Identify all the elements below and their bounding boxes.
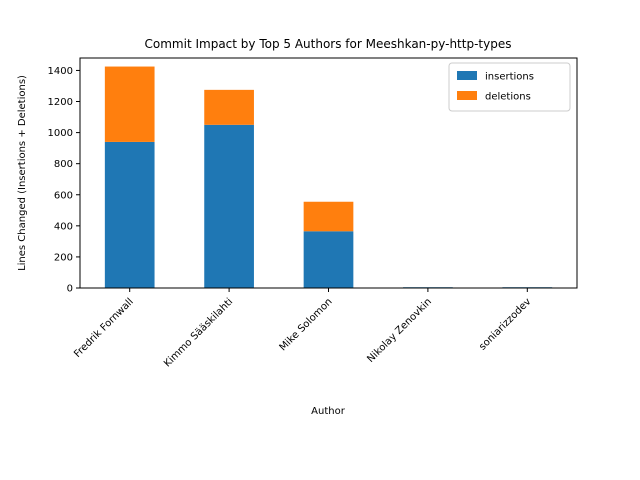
y-axis: 0 200 400 600 800 1000 1200 1400 (48, 66, 80, 295)
x-tick-label-4: soniarizzodev (477, 296, 533, 352)
legend-box (448, 62, 571, 112)
y-tick-label-0: 0 (67, 284, 73, 295)
x-tick-label-0: Fredrik Fornwall (72, 296, 136, 360)
bar-insertions-1 (204, 124, 254, 288)
chart-title: Commit Impact by Top 5 Authors for Meesh… (145, 37, 512, 51)
legend-label-deletions: deletions (485, 92, 531, 103)
legend-swatch-deletions (457, 91, 477, 100)
bar-insertions-0 (104, 141, 155, 288)
x-tick-label-2: Mike Solomon (278, 296, 335, 353)
legend-swatch-insertions (457, 71, 477, 80)
legend: insertions deletions (448, 62, 571, 112)
bar-deletions-0 (104, 66, 155, 142)
y-tick-label-6: 1200 (48, 97, 73, 108)
bar-deletions-2 (303, 201, 354, 232)
legend-label-insertions: insertions (485, 72, 534, 83)
x-axis: Fredrik Fornwall Kimmo Sääskilahti Mike So… (72, 288, 533, 369)
x-tick-label-3: Nikolay Zenovkin (365, 296, 434, 365)
y-tick-label-2: 400 (54, 221, 73, 232)
y-tick-label-7: 1400 (48, 66, 73, 77)
x-axis-label: Author (311, 406, 346, 417)
bar-deletions-1 (204, 89, 254, 125)
y-tick-label-3: 600 (54, 190, 73, 201)
y-tick-label-1: 200 (54, 252, 73, 263)
y-axis-label: Lines Changed (Insertions + Deletions) (17, 75, 28, 271)
x-tick-label-1: Kimmo Sääskilahti (162, 296, 235, 369)
y-tick-label-5: 1000 (48, 128, 73, 139)
bars-layer (104, 66, 553, 288)
bar-insertions-2 (303, 231, 354, 288)
y-tick-label-4: 800 (54, 159, 73, 170)
